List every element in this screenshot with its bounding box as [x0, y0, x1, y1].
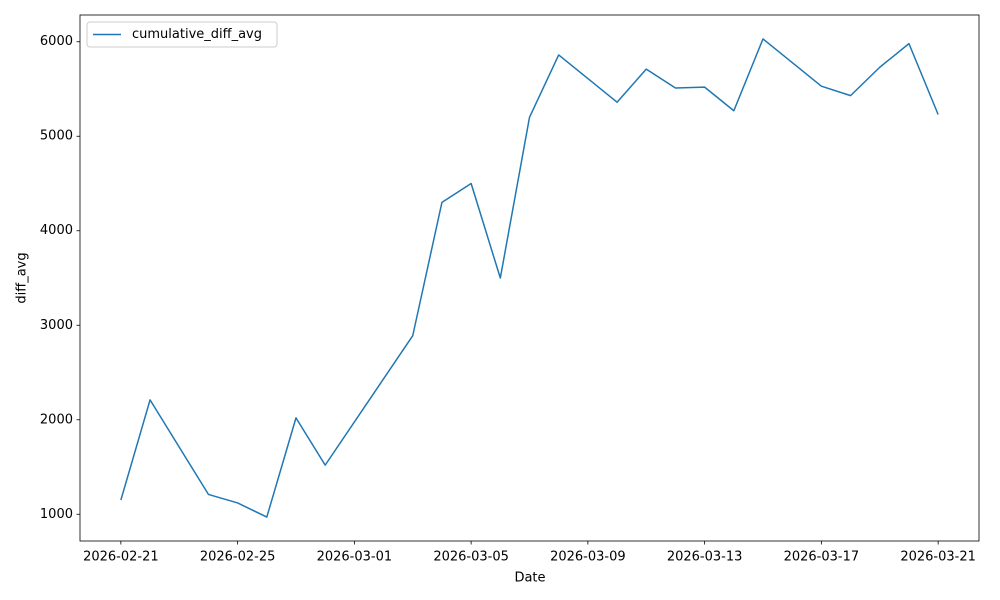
y-tick-label: 4000 — [40, 223, 73, 238]
line — [120, 38, 939, 518]
x-tick-label: 2026-03-09 — [550, 550, 626, 565]
y-tick-label: 3000 — [40, 318, 73, 333]
x-tick-label: 2026-03-05 — [433, 550, 509, 565]
y-axis-label: diff_avg — [15, 252, 30, 303]
x-tick-label: 2026-02-25 — [200, 550, 276, 565]
x-tick-label: 2026-03-13 — [667, 550, 743, 565]
y-tick-label: 2000 — [40, 412, 73, 427]
y-tick-label: 1000 — [40, 507, 73, 522]
y-tick-label: 6000 — [40, 34, 73, 49]
plot-frame — [79, 14, 980, 542]
x-tick-label: 2026-03-17 — [784, 550, 860, 565]
x-tick-label: 2026-02-21 — [83, 550, 159, 565]
x-tick-label: 2026-03-01 — [317, 550, 393, 565]
legend-box — [86, 21, 278, 48]
x-axis-label: Date — [514, 571, 545, 586]
y-tick-label: 5000 — [40, 129, 73, 144]
legend-label: cumulative_diff_avg — [132, 27, 262, 42]
x-tick-label: 2026-03-21 — [900, 550, 976, 565]
